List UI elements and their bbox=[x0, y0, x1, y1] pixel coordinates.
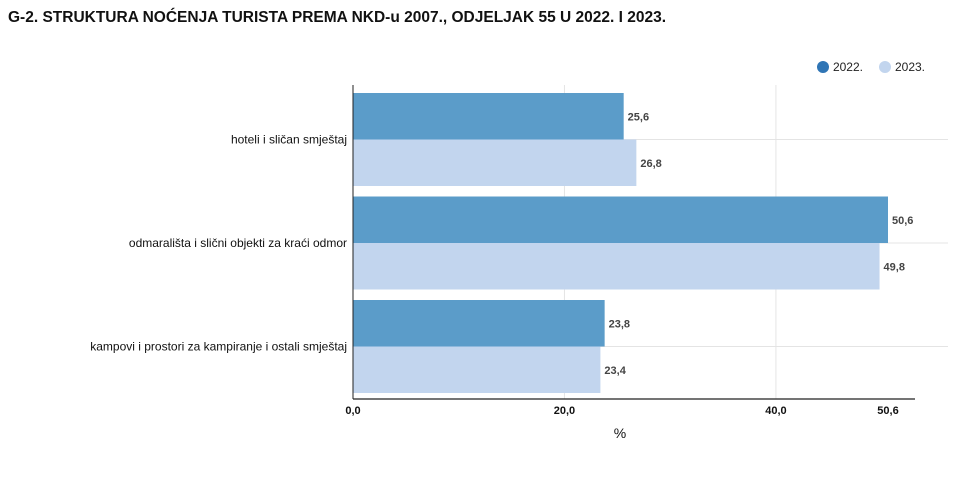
category-label: odmarališta i slični objekti za kraći od… bbox=[129, 236, 347, 250]
x-axis-title: % bbox=[614, 425, 626, 441]
x-tick-label: 50,6 bbox=[877, 405, 898, 417]
chart-legend: 2022. 2023. bbox=[801, 60, 925, 74]
bar-2022-2 bbox=[353, 300, 605, 347]
data-label: 23,8 bbox=[609, 318, 630, 330]
data-label: 50,6 bbox=[892, 215, 913, 227]
bar-2023-0 bbox=[353, 139, 637, 186]
legend-swatch-2023 bbox=[878, 61, 891, 73]
data-label: 23,4 bbox=[604, 365, 626, 377]
legend-item-2023[interactable]: 2023. bbox=[878, 60, 925, 74]
chart-title: G-2. STRUKTURA NOĆENJA TURISTA PREMA NKD… bbox=[8, 9, 667, 26]
x-tick-label: 0,0 bbox=[345, 405, 360, 417]
x-tick-label: 20,0 bbox=[554, 405, 575, 417]
data-label: 49,8 bbox=[884, 261, 905, 273]
bar-2023-2 bbox=[353, 346, 601, 393]
legend-label-2022: 2022. bbox=[832, 60, 863, 74]
category-label: kampovi i prostori za kampiranje i ostal… bbox=[90, 340, 347, 354]
legend-item-2022[interactable]: 2022. bbox=[816, 60, 863, 74]
legend-label-2023: 2023. bbox=[894, 60, 925, 74]
data-label: 25,6 bbox=[628, 111, 649, 123]
category-label: hoteli i sličan smještaj bbox=[231, 133, 347, 147]
bar-2022-0 bbox=[353, 93, 624, 140]
bar-2022-1 bbox=[353, 196, 888, 243]
data-label: 26,8 bbox=[640, 158, 661, 170]
legend-swatch-2022 bbox=[816, 61, 829, 73]
x-tick-label: 40,0 bbox=[765, 405, 786, 417]
bar-2023-1 bbox=[353, 243, 880, 290]
